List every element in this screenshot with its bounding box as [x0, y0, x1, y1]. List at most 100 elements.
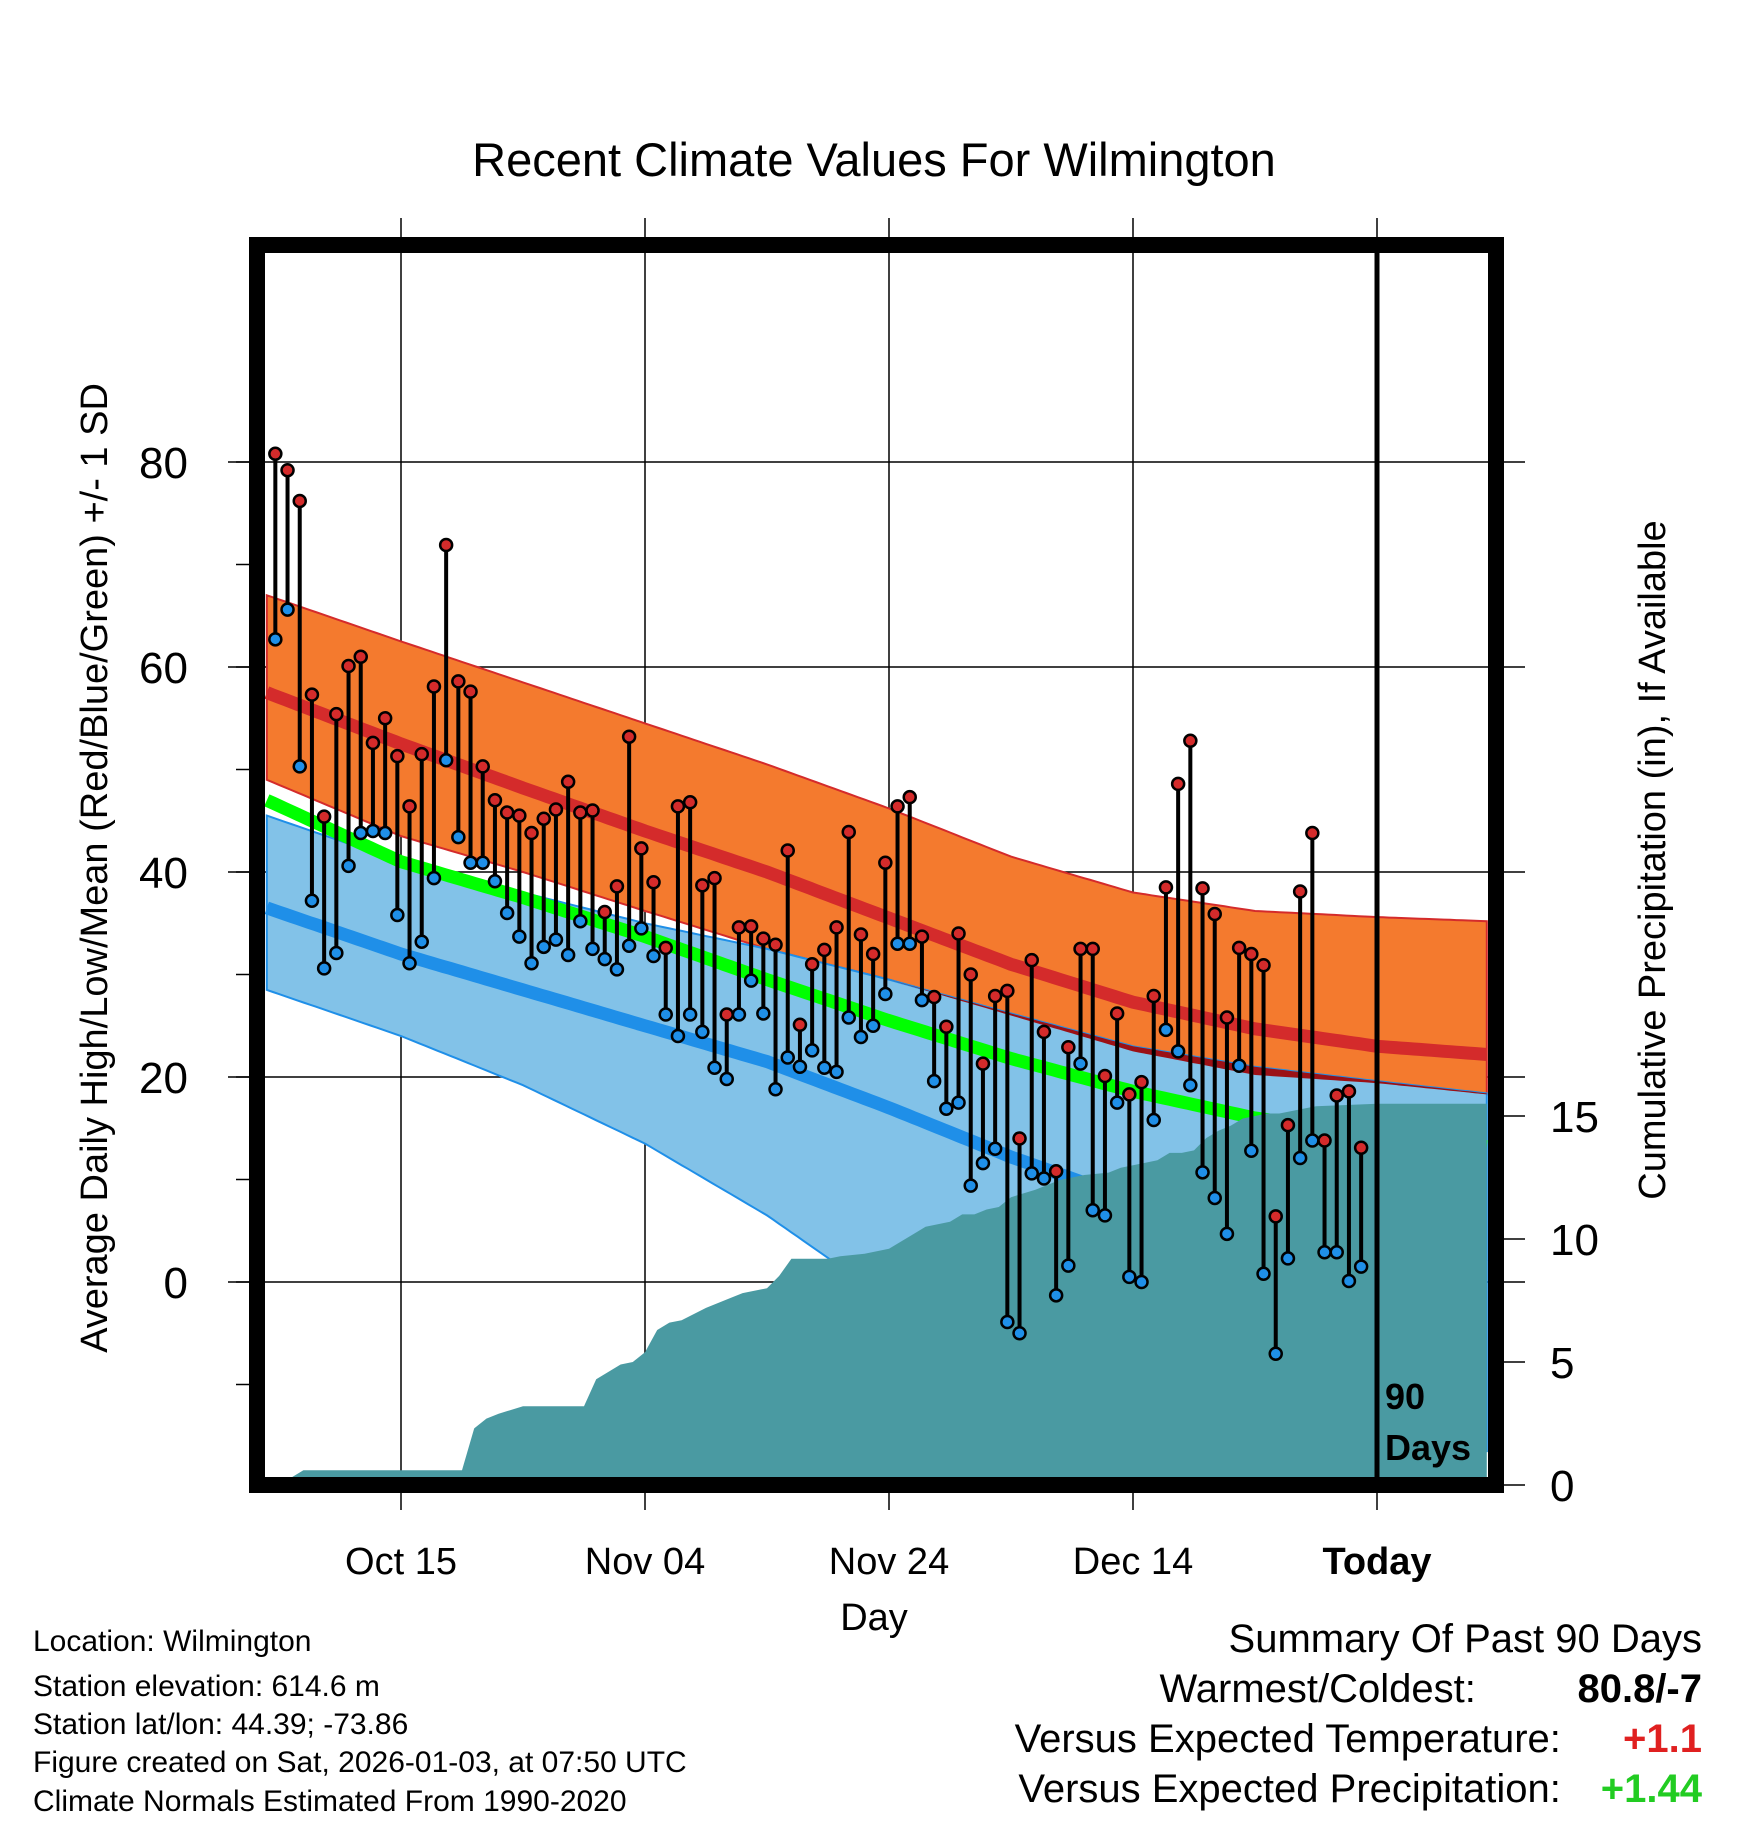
daily-high-point: [573, 805, 588, 820]
daily-high-point: [1170, 776, 1186, 792]
y2-tick-label: 0: [1550, 1462, 1574, 1511]
daily-low-point: [1183, 1077, 1198, 1093]
daily-low-point: [914, 992, 930, 1008]
daily-high-point: [463, 684, 478, 699]
daily-low-point: [780, 1050, 795, 1065]
daily-high-point: [1073, 941, 1088, 957]
daily-high-point: [1268, 1209, 1283, 1224]
daily-low-point: [268, 632, 283, 647]
location-text: Location: Wilmington: [33, 1625, 312, 1658]
days-unit-label: Days: [1385, 1427, 1471, 1468]
daily-low-point: [329, 945, 344, 961]
daily-low-point: [1353, 1259, 1369, 1274]
daily-high-point: [597, 904, 612, 920]
daily-high-point: [1219, 1010, 1235, 1025]
daily-low-point: [1207, 1190, 1222, 1206]
daily-low-point: [817, 1060, 832, 1076]
daily-high-point: [524, 825, 539, 841]
daily-low-point: [829, 1064, 844, 1080]
daily-low-point: [1097, 1208, 1113, 1223]
daily-low-point: [1024, 1166, 1039, 1181]
daily-low-point: [536, 939, 551, 955]
daily-high-point: [1109, 1006, 1125, 1021]
daily-high-point: [926, 989, 942, 1005]
daily-high-point: [670, 799, 686, 814]
daily-low-point: [304, 893, 320, 908]
daily-low-point: [1280, 1251, 1296, 1266]
daily-low-point: [292, 759, 307, 774]
created-text: Figure created on Sat, 2026-01-03, at 07…: [33, 1746, 687, 1779]
daily-high-point: [304, 687, 320, 702]
daily-high-point: [756, 931, 771, 946]
daily-high-point: [1085, 941, 1100, 957]
daily-high-point: [316, 809, 332, 824]
days-count-label: 90: [1385, 1376, 1425, 1417]
daily-low-point: [890, 936, 905, 951]
daily-low-point: [743, 973, 759, 988]
y-tick-label: 60: [139, 644, 188, 693]
daily-high-point: [719, 1007, 734, 1022]
daily-high-point: [768, 937, 783, 953]
daily-high-point: [646, 875, 661, 890]
daily-high-point: [1134, 1074, 1149, 1090]
y-tick-label: 0: [164, 1259, 188, 1308]
daily-high-point: [975, 1056, 991, 1071]
daily-high-point: [634, 841, 649, 856]
y2-tick-label: 10: [1550, 1216, 1599, 1265]
daily-high-point: [1122, 1087, 1137, 1102]
daily-low-point: [670, 1028, 686, 1044]
warmest-coldest-label: Warmest/Coldest:: [1159, 1667, 1476, 1711]
daily-low-point: [560, 947, 576, 963]
daily-low-point: [377, 825, 393, 841]
daily-low-point: [768, 1082, 783, 1097]
temperature-departure-label: Versus Expected Temperature:: [1014, 1717, 1561, 1761]
daily-low-point: [463, 855, 478, 871]
daily-low-point: [414, 934, 429, 949]
daily-high-point: [963, 967, 978, 982]
daily-high-point: [365, 735, 381, 751]
latlon-text: Station lat/lon: 44.39; -73.86: [33, 1708, 409, 1741]
daily-low-point: [841, 1010, 856, 1025]
cumulative-precipitation: [279, 1103, 1487, 1485]
daily-low-point: [1158, 1022, 1174, 1038]
daily-low-point: [1122, 1269, 1137, 1285]
daily-high-point: [353, 649, 368, 664]
daily-low-point: [902, 936, 917, 951]
daily-high-point: [658, 940, 673, 956]
daily-high-point: [1024, 952, 1039, 968]
daily-high-point: [1012, 1131, 1027, 1146]
daily-high-point: [451, 674, 466, 689]
daily-low-point: [1195, 1165, 1210, 1180]
daily-high-point: [438, 537, 454, 553]
daily-high-point: [1280, 1117, 1296, 1133]
daily-high-point: [1341, 1084, 1357, 1099]
daily-low-point: [499, 905, 515, 921]
daily-high-point: [865, 946, 881, 962]
daily-low-point: [1000, 1314, 1015, 1330]
daily-low-point: [804, 1043, 820, 1058]
daily-low-point: [1073, 1056, 1088, 1071]
daily-low-point: [719, 1071, 734, 1087]
daily-high-point: [341, 658, 356, 674]
daily-high-point: [621, 729, 637, 744]
daily-low-point: [341, 858, 356, 874]
x-tick-label: Oct 15: [345, 1541, 457, 1583]
daily-high-point: [609, 879, 625, 894]
y2-axis-title: Cumulative Precipitation (in), If Availa…: [1632, 520, 1674, 1199]
daily-low-point: [548, 932, 564, 947]
daily-low-point: [987, 1141, 1003, 1156]
daily-high-point: [914, 929, 930, 944]
axes: 0 20 40 60 80 0 5 10 15 Oct 15 Nov 04 Nov 24 Dec 14 T…: [139, 439, 1599, 1583]
daily-high-point: [1244, 946, 1259, 962]
daily-high-point: [743, 919, 759, 934]
daily-low-point: [1109, 1095, 1125, 1110]
daily-high-point: [1048, 1164, 1064, 1179]
x-tick-label: Dec 14: [1073, 1541, 1193, 1583]
daily-high-point: [853, 927, 869, 942]
daily-high-point: [414, 746, 429, 762]
daily-high-point: [695, 878, 710, 893]
daily-low-point: [634, 921, 649, 936]
daily-high-point: [902, 789, 917, 805]
daily-low-point: [451, 829, 466, 845]
daily-low-point: [438, 753, 454, 768]
